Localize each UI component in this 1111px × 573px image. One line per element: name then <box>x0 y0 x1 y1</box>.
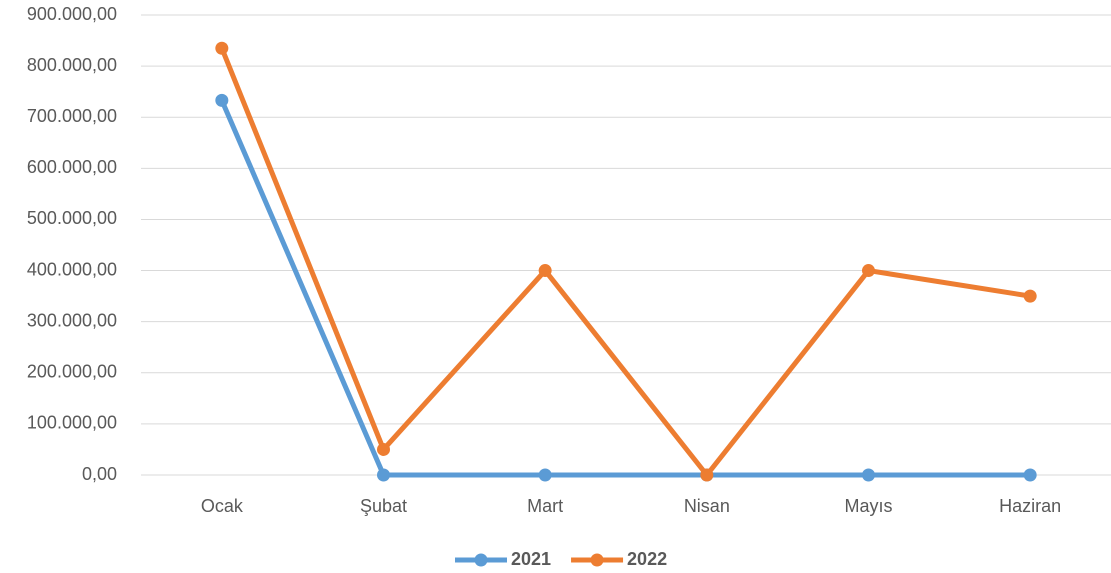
x-tick-label: Mart <box>527 496 563 516</box>
data-point <box>700 468 714 482</box>
series-line <box>219 99 1031 478</box>
y-tick-label: 200.000,00 <box>27 362 117 382</box>
x-tick-label: Ocak <box>201 496 244 516</box>
data-point <box>377 468 390 482</box>
y-tick-label: 300.000,00 <box>27 310 117 330</box>
y-tick-label: 800.000,00 <box>27 55 117 75</box>
data-point <box>215 41 229 55</box>
data-point <box>862 264 875 278</box>
legend-marker <box>590 553 604 567</box>
y-tick-label: 100.000,00 <box>27 413 117 433</box>
data-point <box>538 468 552 482</box>
data-point <box>1023 468 1037 482</box>
y-tick-label: 0,00 <box>82 464 117 484</box>
x-tick-label: Haziran <box>999 496 1061 516</box>
legend-label: 2022 <box>627 549 667 569</box>
x-tick-label: Şubat <box>360 496 407 516</box>
legend-label: 2021 <box>511 549 551 569</box>
legend-marker <box>474 553 488 567</box>
y-tick-label: 400.000,00 <box>27 259 117 279</box>
data-point <box>862 468 875 482</box>
x-tick-label: Mayıs <box>844 496 892 516</box>
x-tick-label: Nisan <box>684 496 730 516</box>
data-point <box>215 93 229 107</box>
series-line <box>219 47 1031 478</box>
y-tick-label: 900.000,00 <box>27 4 117 24</box>
y-tick-label: 700.000,00 <box>27 106 117 126</box>
y-tick-label: 600.000,00 <box>27 157 117 177</box>
data-point <box>1023 289 1037 303</box>
data-point <box>377 442 390 456</box>
data-point <box>538 264 552 278</box>
y-tick-label: 500.000,00 <box>27 208 117 228</box>
